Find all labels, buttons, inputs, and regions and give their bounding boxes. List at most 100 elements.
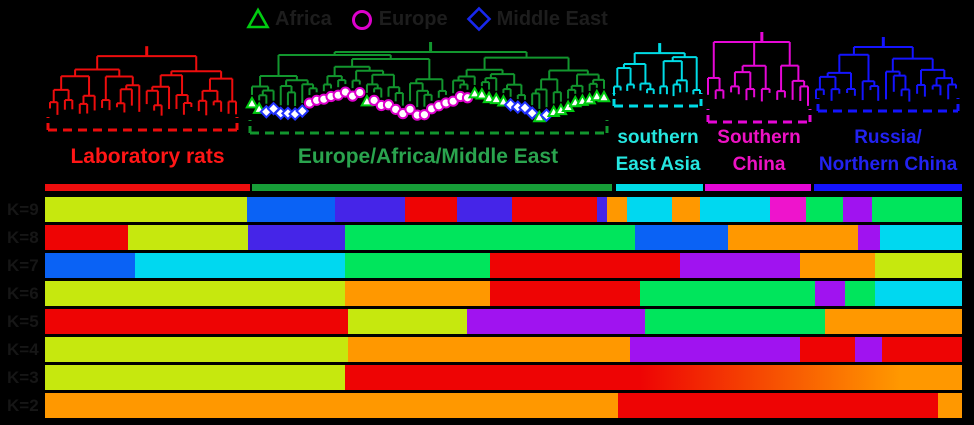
- legend-label-africa: Africa: [275, 7, 332, 30]
- diamond-icon: [466, 6, 491, 32]
- admixture-segment: [880, 225, 962, 250]
- admixture-segment: [45, 197, 247, 222]
- k-value-label: K=2: [7, 396, 39, 415]
- admixture-segment: [800, 337, 855, 362]
- admixture-row: [45, 281, 962, 306]
- cluster-color-bar-laboratory-rats: [45, 184, 250, 191]
- admixture-segment: [45, 225, 128, 250]
- legend-item-europe: Europe: [350, 7, 448, 31]
- admixture-segment: [845, 281, 875, 306]
- admixture-segment: [640, 281, 815, 306]
- admixture-segment: [345, 281, 490, 306]
- admixture-segment: [938, 393, 962, 418]
- dendrogram-cluster-southern-east-asia: [613, 43, 701, 97]
- cluster-bracket-southern-china: [706, 109, 812, 124]
- admixture-row: [45, 365, 962, 390]
- k-value-label: K=4: [7, 340, 39, 359]
- dendrogram-cluster-europe-africa-middle-east: [251, 42, 605, 109]
- admixture-segment: [345, 253, 490, 278]
- k-value-label: K=5: [7, 312, 39, 331]
- admixture-row: [45, 197, 962, 222]
- admixture-segment: [855, 337, 882, 362]
- admixture-segment: [247, 197, 335, 222]
- admixture-row: [45, 309, 962, 334]
- admixture-segment: [490, 281, 640, 306]
- admixture-segment: [635, 225, 728, 250]
- cluster-color-bar-europe-africa-middle-east: [252, 184, 612, 191]
- cluster-label-europe-africa-middle-east: Europe/Africa/Middle East: [297, 145, 559, 168]
- admixture-segment: [640, 365, 900, 390]
- leaf-symbol-triangle: [589, 88, 604, 102]
- leaf-symbol-triangle: [245, 95, 259, 109]
- admixture-segment: [45, 253, 135, 278]
- admixture-segment: [630, 337, 800, 362]
- cluster-bracket-russia-northern-china: [816, 98, 960, 113]
- admixture-segment: [875, 253, 962, 278]
- leaf-symbols: [245, 85, 611, 123]
- admixture-segment: [607, 197, 627, 222]
- dendrogram-cluster-russia-northern-china: [815, 36, 957, 102]
- k-value-label: K=9: [7, 200, 39, 219]
- admixture-row: [45, 337, 962, 362]
- admixture-segment: [800, 253, 875, 278]
- leaf-symbol-triangle: [597, 89, 611, 103]
- cluster-label-russia-northern-china: Russia/ Northern China: [818, 127, 958, 175]
- admixture-segment: [45, 309, 348, 334]
- admixture-segment: [128, 225, 248, 250]
- legend-label-europe: Europe: [378, 7, 448, 30]
- admixture-segment: [872, 197, 962, 222]
- admixture-segment: [597, 197, 607, 222]
- dendrogram-cluster-southern-china: [707, 32, 809, 106]
- leaf-symbol-circle: [354, 86, 366, 99]
- admixture-segment: [806, 197, 843, 222]
- legend-label-middle-east: Middle East: [496, 7, 608, 30]
- k-value-label: K=7: [7, 256, 39, 275]
- leaf-symbol-diamond: [295, 104, 310, 119]
- legend: Africa Europe Middle East: [246, 6, 622, 32]
- leaf-symbol-circle: [404, 103, 416, 115]
- dendrogram-cluster-laboratory-rats: [49, 46, 237, 116]
- circle-icon: [351, 10, 372, 30]
- admixture-segment: [45, 281, 345, 306]
- admixture-segment: [815, 281, 845, 306]
- leaf-symbol-circle: [368, 94, 380, 106]
- admixture-segment: [467, 309, 645, 334]
- cluster-bracket-southern-east-asia: [612, 93, 703, 108]
- admixture-row: [45, 225, 962, 250]
- admixture-segment: [770, 197, 806, 222]
- cluster-bracket-europe-africa-middle-east: [248, 120, 609, 135]
- leaf-symbol-triangle: [474, 87, 489, 100]
- cluster-color-bar-southern-east-asia: [616, 184, 703, 191]
- admixture-segment: [45, 337, 348, 362]
- leaf-symbol-diamond: [525, 106, 540, 121]
- admixture-segment: [900, 365, 962, 390]
- admixture-segment: [825, 309, 962, 334]
- admixture-row: [45, 393, 962, 418]
- admixture-segment: [345, 365, 640, 390]
- admixture-segment: [348, 337, 630, 362]
- admixture-segment: [875, 281, 962, 306]
- admixture-segment: [618, 393, 938, 418]
- k-value-label: K=6: [7, 284, 39, 303]
- admixture-segment: [843, 197, 872, 222]
- admixture-segment: [645, 309, 825, 334]
- leaf-symbol-circle: [418, 109, 431, 121]
- admixture-segment: [700, 197, 770, 222]
- admixture-segment: [248, 225, 345, 250]
- admixture-segment: [335, 197, 405, 222]
- leaf-symbol-triangle: [467, 85, 482, 99]
- leaf-symbol-triangle: [482, 90, 496, 104]
- cluster-label-southern-china: Southern China: [717, 127, 801, 175]
- leaf-symbol-triangle: [489, 91, 504, 105]
- admixture-segment: [490, 253, 680, 278]
- admixture-segment: [627, 197, 672, 222]
- k-value-label: K=3: [7, 368, 39, 387]
- admixture-segment: [45, 393, 618, 418]
- admixture-segment: [135, 253, 345, 278]
- admixture-segment: [45, 365, 345, 390]
- cluster-color-bar-southern-china: [705, 184, 811, 191]
- cluster-label-southern-east-asia: southern East Asia: [615, 127, 701, 175]
